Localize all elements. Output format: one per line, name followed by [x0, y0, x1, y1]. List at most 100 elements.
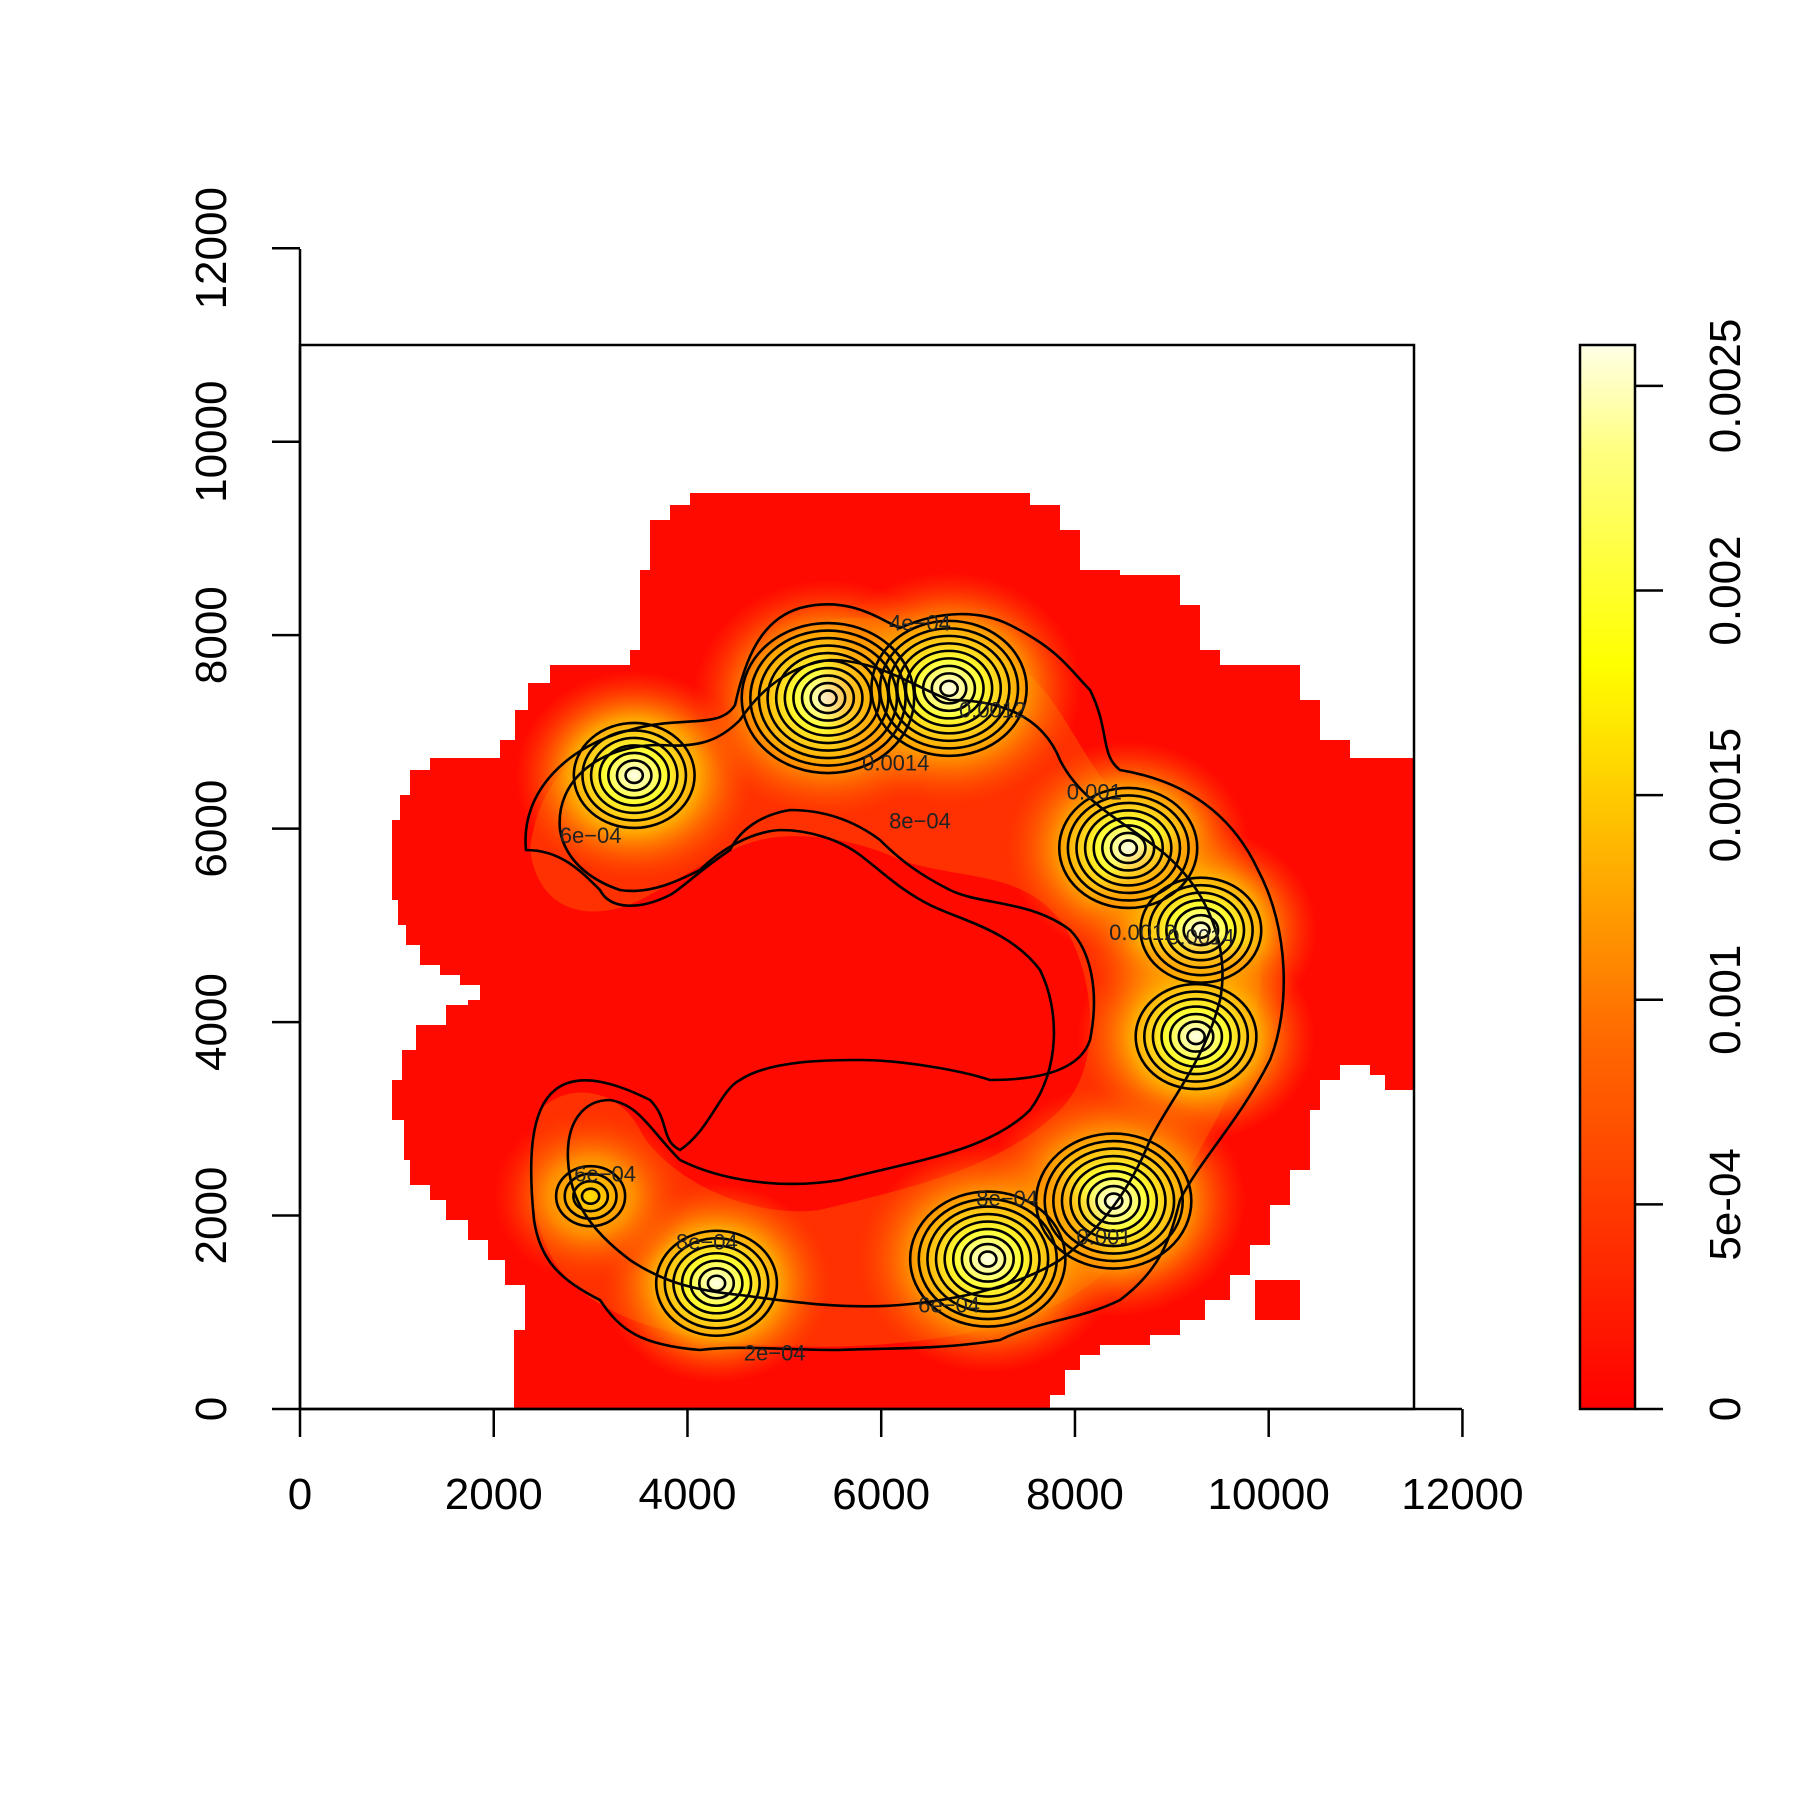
peak-contour-ring: [818, 689, 838, 707]
x-tick-label: 2000: [445, 1470, 543, 1519]
peak-contour-ring: [1057, 786, 1199, 910]
peak-contour-ring: [672, 1244, 761, 1323]
peak-contour-ring: [1095, 1184, 1133, 1218]
peak-contour-ring: [792, 666, 864, 730]
peak-contour-ring: [1142, 990, 1250, 1083]
peak-contour-ring: [706, 1274, 727, 1293]
peak-contour-ring: [757, 636, 899, 760]
peak-contour-ring: [1147, 883, 1254, 977]
colorbar-tick-label: 5e-04: [1701, 1148, 1750, 1261]
peak-contour-ring: [977, 1250, 998, 1268]
peak-contour-ring: [572, 1179, 610, 1213]
peak-contour-ring: [1066, 794, 1190, 902]
peak-contour-ring: [1092, 816, 1165, 880]
peak-contour-ring: [663, 1236, 770, 1330]
peak-contour-ring: [654, 1229, 779, 1338]
peak-contour-ring: [1165, 898, 1237, 962]
peak-contour-ring: [1173, 906, 1229, 955]
peak-contour-ring: [580, 1187, 601, 1205]
x-axis-ticks: 0 2000 4000 6000 8000 10000 12000: [288, 1409, 1524, 1519]
peak-contour-ring: [697, 1266, 736, 1300]
x-tick-label: 8000: [1026, 1470, 1124, 1519]
peak-contour-ring: [800, 674, 856, 722]
contour-label: 8e−04: [676, 1229, 738, 1254]
y-tick-label: 0: [187, 1397, 236, 1421]
peak-contour-ring: [607, 751, 662, 800]
x-tick-label: 0: [288, 1470, 312, 1519]
contour-label: 0.0012: [1109, 920, 1176, 945]
y-tick-label: 2000: [187, 1167, 236, 1265]
peak-contour-ring: [904, 649, 994, 728]
contour-label: 6e−04: [560, 823, 622, 848]
peak-contour-ring: [1086, 1177, 1141, 1225]
contour-outer-upper: [524, 603, 1286, 1352]
density-heatmap: [392, 493, 1414, 1409]
contour-labels: 4e−040.00120.00148e−040.0016e−040.00120.…: [560, 610, 1235, 1365]
peak-contour-ring: [913, 657, 985, 720]
colorbar-tick-label: 0.001: [1701, 945, 1750, 1055]
density-peak: [492, 1110, 689, 1283]
contour-label: 6e−04: [574, 1162, 636, 1187]
peak-contour-ring: [1069, 1162, 1159, 1240]
peak-contour-ring: [1103, 1192, 1124, 1210]
peak-contour-ring: [926, 1205, 1050, 1313]
colorbar-tick-label: 0.0015: [1701, 728, 1750, 863]
peak-contour-ring: [1101, 824, 1156, 872]
peak-contour-ring: [563, 1172, 618, 1220]
peak-contour-ring: [1168, 1012, 1224, 1061]
peak-contour-ring: [1177, 1020, 1215, 1053]
contour-label: 8e−04: [976, 1186, 1038, 1211]
peak-contour-ring: [895, 642, 1003, 735]
contour-label: 0.0012: [959, 697, 1026, 722]
peak-contour-ring: [624, 766, 645, 785]
peak-contour-ring: [1118, 839, 1139, 857]
peak-contour-ring: [1043, 1139, 1185, 1263]
peak-contour-ring: [615, 759, 653, 792]
peak-contour-ring: [1151, 997, 1241, 1076]
x-tick-label: 12000: [1401, 1470, 1523, 1519]
peak-contour-ring: [749, 629, 907, 767]
peak-contour-ring: [689, 1259, 744, 1308]
peak-contour-ring: [917, 1197, 1059, 1321]
peak-contour-ring: [951, 1227, 1024, 1291]
peak-contour-ring: [581, 729, 688, 822]
colorbar-fill: [1580, 345, 1635, 1409]
peak-contour-ring: [1075, 801, 1182, 895]
colorbar-frame: [1578, 343, 1637, 1411]
peak-contour-ring: [598, 744, 671, 807]
peak-contour-ring: [554, 1164, 627, 1228]
peak-contour-ring: [1160, 1005, 1232, 1068]
peak-contour-ring: [1156, 891, 1246, 970]
contour-label: 0.0014: [862, 751, 929, 776]
x-tick-label: 4000: [639, 1470, 737, 1519]
peak-contour-ring: [1052, 1147, 1176, 1255]
peak-contour-ring: [1186, 1027, 1206, 1046]
colorbar-tick-label: 0: [1701, 1397, 1750, 1421]
peak-contour-ring: [878, 627, 1020, 750]
y-axis-ticks: 0 2000 4000 6000 8000 10000 12000: [187, 187, 300, 1421]
x-tick-label: 6000: [832, 1470, 930, 1519]
peak-contour-ring: [1139, 876, 1263, 985]
contour-label: 4e−04: [889, 610, 951, 635]
contour-label: 0.0014: [1167, 925, 1234, 950]
peak-contour-ring: [930, 672, 968, 705]
peak-contour-ring: [680, 1251, 753, 1315]
peak-contour-ring: [934, 1212, 1041, 1306]
contour-label: 0.001: [1076, 1225, 1131, 1250]
y-tick-label: 6000: [187, 780, 236, 878]
peak-contour-ring: [921, 664, 977, 713]
axes: 0 2000 4000 6000 8000 10000 12000 0 2000 4000 600…: [187, 187, 1524, 1519]
y-tick-label: 4000: [187, 973, 236, 1071]
y-tick-label: 8000: [187, 586, 236, 684]
peak-contour-ring: [1134, 982, 1258, 1091]
density-peak: [515, 670, 754, 881]
peak-contour-ring: [908, 1190, 1067, 1328]
peak-contour-ring: [1109, 831, 1147, 865]
contour-label: 8e−04: [889, 809, 951, 834]
y-tick-label: 10000: [187, 381, 236, 503]
peak-contour-ring: [809, 681, 847, 715]
peak-contour-ring: [1060, 1154, 1167, 1248]
peak-contour-ring: [969, 1242, 1007, 1276]
peak-contour-ring: [589, 736, 679, 815]
